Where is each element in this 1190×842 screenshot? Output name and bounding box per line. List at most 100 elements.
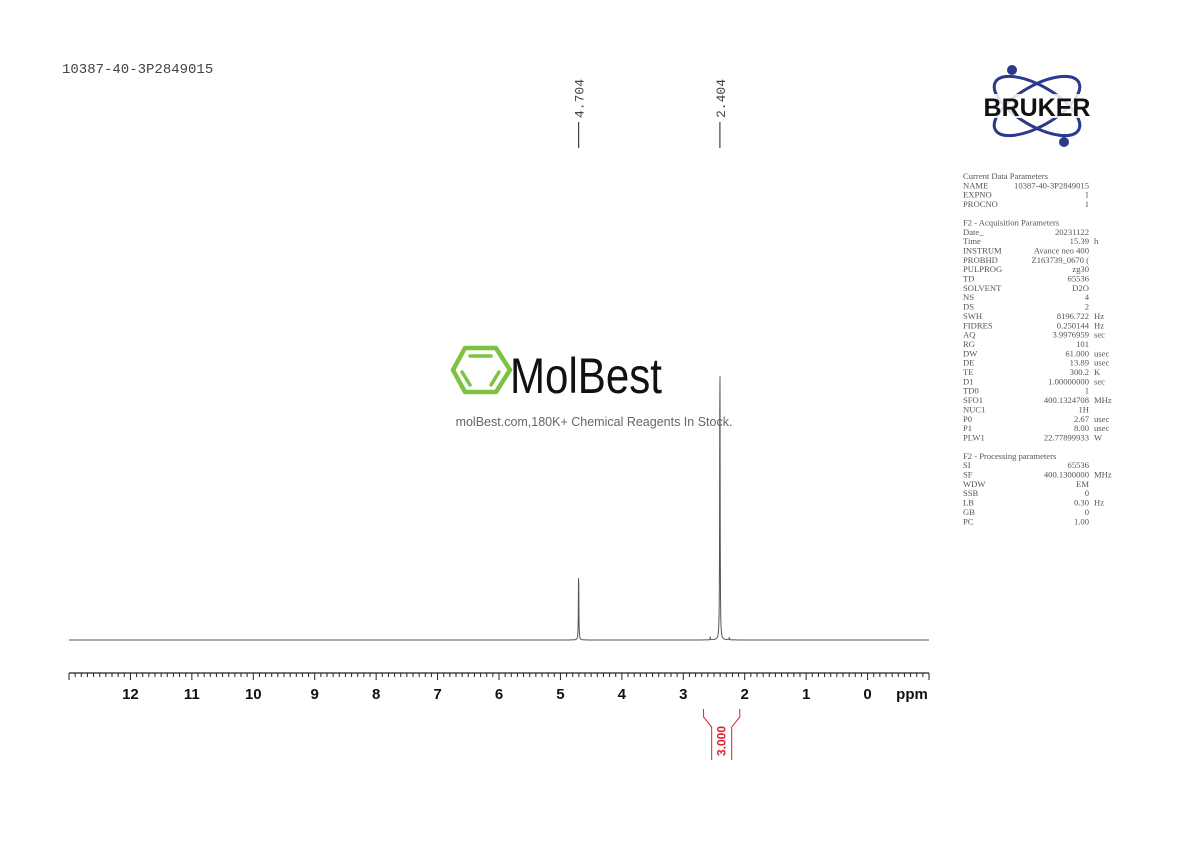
molbest-watermark: MolBest molBest.com,180K+ Chemical Reage… [450, 345, 732, 429]
x-tick-label: 2 [741, 686, 749, 703]
param-label: PULPROG [963, 264, 1002, 274]
param-unit: Hz [1094, 311, 1104, 321]
param-label: PC [963, 516, 974, 526]
integral-value: 3.000 [715, 726, 729, 756]
param-heading: Current Data Parameters [963, 171, 1049, 181]
x-tick-label: 11 [184, 686, 200, 703]
x-tick-label: 8 [372, 686, 380, 703]
param-label: SOLVENT [963, 283, 1002, 293]
param-unit: h [1094, 236, 1099, 246]
param-value: 61.000 [1065, 348, 1089, 358]
param-unit: MHz [1094, 395, 1112, 405]
x-tick-label: 5 [556, 686, 564, 703]
param-value: 3.9976959 [1052, 330, 1089, 340]
param-value: 4 [1085, 292, 1090, 302]
param-label: LB [963, 498, 974, 508]
param-value: 1 [1085, 199, 1089, 209]
param-unit: usec [1094, 358, 1109, 368]
param-label: EXPNO [963, 190, 992, 200]
param-value: Z163739_0670 ( [1031, 255, 1089, 265]
param-label: NAME [963, 180, 988, 190]
param-value: 0.250144 [1057, 320, 1090, 330]
param-unit: usec [1094, 423, 1109, 433]
param-value: 400.1300000 [1044, 470, 1089, 480]
param-value: 1.00 [1074, 516, 1089, 526]
sample-title: 10387-40-3P2849015 [62, 62, 213, 78]
param-value: 300.2 [1070, 367, 1089, 377]
x-tick-label: 9 [311, 686, 319, 703]
param-unit: Hz [1094, 320, 1104, 330]
param-label: P1 [963, 423, 972, 433]
param-heading: F2 - Processing parameters [963, 451, 1057, 461]
param-value: 0 [1085, 507, 1089, 517]
param-value: D2O [1072, 283, 1089, 293]
param-label: NUC1 [963, 404, 985, 414]
param-value: 10387-40-3P2849015 [1014, 180, 1089, 190]
param-value: 13.89 [1070, 358, 1089, 368]
param-label: DE [963, 358, 974, 368]
param-label: DS [963, 302, 974, 312]
x-tick-label: 4 [618, 686, 627, 703]
param-unit: sec [1094, 330, 1105, 340]
integral-bracket [703, 709, 713, 760]
x-axis: 12 11 10 9 8 7 6 5 4 3 2 1 0 [68, 672, 930, 703]
param-unit: sec [1094, 376, 1105, 386]
param-label: NS [963, 292, 974, 302]
param-value: 1 [1085, 386, 1089, 396]
param-value: 22.77899933 [1044, 432, 1089, 442]
param-value: EM [1076, 479, 1089, 489]
param-value: 1 [1085, 190, 1089, 200]
param-label: Date_ [963, 227, 984, 237]
param-label: SFO1 [963, 395, 983, 405]
param-label: D1 [963, 376, 974, 386]
param-value: 1.00000000 [1048, 376, 1089, 386]
spectrum-trace [69, 376, 929, 641]
param-label: SF [963, 470, 973, 480]
param-label: GB [963, 507, 975, 517]
param-value: 65536 [1068, 460, 1090, 470]
param-label: AQ [963, 330, 976, 340]
param-label: PLW1 [963, 432, 985, 442]
x-tick-label: 12 [122, 686, 139, 703]
bruker-logo-text: BRUKER [984, 94, 1091, 122]
param-unit: K [1094, 367, 1101, 377]
param-label: PROBHD [963, 255, 998, 265]
param-unit: MHz [1094, 470, 1112, 480]
param-value: 15.39 [1070, 236, 1089, 246]
peak-label: 2.404 [714, 79, 729, 118]
param-value: 0.30 [1074, 498, 1089, 508]
param-label: DW [963, 348, 978, 358]
param-label: TD [963, 274, 974, 284]
param-value: Avance neo 400 [1034, 245, 1089, 255]
param-label: WDW [963, 479, 986, 489]
param-heading: F2 - Acquisition Parameters [963, 217, 1060, 227]
param-label: FIDRES [963, 320, 993, 330]
x-tick-label: 3 [679, 686, 687, 703]
benzene-logo-icon [450, 345, 513, 395]
x-axis-label: ppm [896, 686, 928, 703]
param-label: SSB [963, 488, 979, 498]
param-unit: Hz [1094, 498, 1104, 508]
peak-labels: 4.704 2.404 [573, 79, 729, 148]
param-value: 20231122 [1055, 227, 1089, 237]
x-tick-label: 7 [433, 686, 441, 703]
integrals: 3.000 [703, 709, 741, 760]
param-value: 8.00 [1074, 423, 1089, 433]
param-label: Time [963, 236, 981, 246]
param-label: TD0 [963, 386, 979, 396]
param-value: 400.1324708 [1044, 395, 1089, 405]
param-label: PROCNO [963, 199, 998, 209]
param-value: 101 [1076, 339, 1089, 349]
watermark-brand: MolBest [510, 348, 662, 404]
param-label: RG [963, 339, 975, 349]
param-unit: usec [1094, 414, 1109, 424]
param-label: SI [963, 460, 971, 470]
param-label: INSTRUM [963, 245, 1002, 255]
param-value: 8196.722 [1057, 311, 1089, 321]
x-tick-label: 1 [802, 686, 810, 703]
x-tick-label: 0 [863, 686, 871, 703]
param-value: 0 [1085, 488, 1089, 498]
x-tick-label: 10 [245, 686, 262, 703]
